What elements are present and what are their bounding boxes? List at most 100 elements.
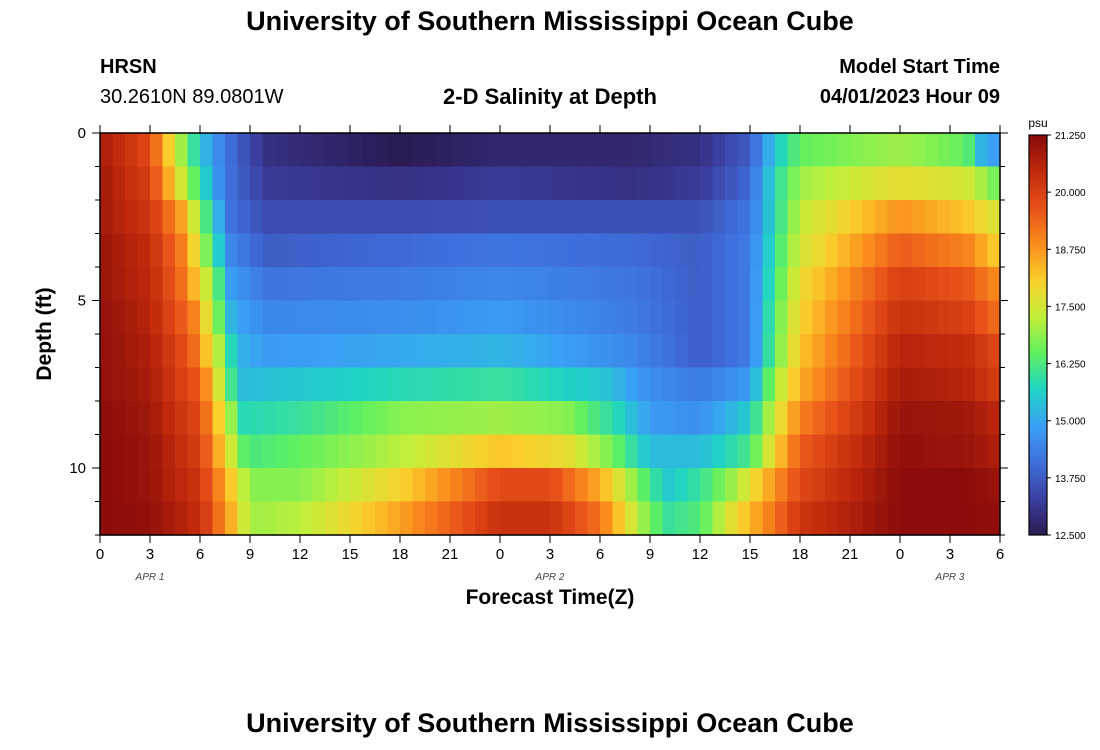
heatmap-cell (950, 367, 964, 402)
heatmap-cell (750, 468, 764, 503)
heatmap-cell (687, 401, 701, 436)
heatmap-cell (575, 233, 589, 268)
heatmap-cell (950, 300, 964, 335)
heatmap-cell (362, 133, 376, 168)
heatmap-cell (475, 233, 489, 268)
heatmap-cell (250, 200, 264, 235)
heatmap-cell (987, 468, 1001, 503)
heatmap-cell (362, 434, 376, 469)
heatmap-cell (887, 501, 901, 536)
heatmap-cell (637, 367, 651, 402)
heatmap-cell (925, 166, 939, 201)
heatmap-cell (512, 401, 526, 436)
heatmap-cell (187, 133, 201, 168)
heatmap-cell (200, 300, 214, 335)
heatmap-cell (762, 200, 776, 235)
heatmap-cell (125, 267, 139, 302)
heatmap-cell (712, 233, 726, 268)
heatmap-cell (775, 300, 789, 335)
heatmap-cell (825, 367, 839, 402)
heatmap-cell (275, 401, 289, 436)
heatmap-cell (987, 166, 1001, 201)
heatmap-cell (562, 267, 576, 302)
heatmap-cell (862, 434, 876, 469)
heatmap-cell (562, 401, 576, 436)
heatmap-cell (875, 300, 889, 335)
x-tick-label: 21 (442, 546, 459, 563)
colorbar-unit: psu (1028, 116, 1047, 130)
heatmap-cell (787, 468, 801, 503)
heatmap-cell (237, 434, 251, 469)
heatmap-cell (900, 300, 914, 335)
heatmap-cell (975, 401, 989, 436)
heatmap-cell (425, 233, 439, 268)
heatmap-cell (125, 401, 139, 436)
heatmap-cell (162, 501, 176, 536)
heatmap-cell (212, 434, 226, 469)
heatmap-cell (212, 334, 226, 369)
heatmap-cell (175, 434, 189, 469)
heatmap-cell (562, 300, 576, 335)
heatmap-cell (625, 200, 639, 235)
heatmap-cell (362, 233, 376, 268)
heatmap-cell (300, 166, 314, 201)
heatmap-cell (887, 200, 901, 235)
heatmap-cell (525, 267, 539, 302)
heatmap-cell (600, 367, 614, 402)
heatmap-cell (225, 267, 239, 302)
heatmap-cell (600, 434, 614, 469)
heatmap-cell (925, 300, 939, 335)
heatmap-cell (237, 166, 251, 201)
heatmap-cell (237, 367, 251, 402)
heatmap-cell (450, 166, 464, 201)
heatmap-cell (687, 133, 701, 168)
heatmap-cell (825, 200, 839, 235)
heatmap-cell (625, 367, 639, 402)
heatmap-cell (800, 401, 814, 436)
heatmap-cell (425, 334, 439, 369)
heatmap-cell (825, 267, 839, 302)
heatmap-cell (125, 501, 139, 536)
heatmap-cell (800, 468, 814, 503)
heatmap-cell (900, 468, 914, 503)
heatmap-cell (700, 401, 714, 436)
heatmap-cell (775, 367, 789, 402)
heatmap-cell (437, 200, 451, 235)
heatmap-cell (825, 401, 839, 436)
heatmap-cell (975, 233, 989, 268)
heatmap-cell (150, 401, 164, 436)
heatmap-cell (162, 300, 176, 335)
heatmap-cell (275, 233, 289, 268)
heatmap-cell (562, 501, 576, 536)
heatmap-cell (375, 267, 389, 302)
heatmap-cell (350, 468, 364, 503)
heatmap-cell (700, 434, 714, 469)
heatmap-cell (512, 434, 526, 469)
heatmap-cell (262, 334, 276, 369)
heatmap-cell (687, 434, 701, 469)
colorbar-tick-label: 21.250 (1055, 131, 1086, 142)
heatmap-cell (450, 133, 464, 168)
heatmap-cell (437, 367, 451, 402)
heatmap-cell (812, 334, 826, 369)
heatmap-cell (425, 300, 439, 335)
x-tick-label: 12 (692, 546, 709, 563)
heatmap-cell (125, 434, 139, 469)
heatmap-cell (237, 401, 251, 436)
heatmap-cell (737, 133, 751, 168)
heatmap-cell (762, 401, 776, 436)
heatmap-cell (525, 434, 539, 469)
heatmap-cell (825, 233, 839, 268)
heatmap-cell (175, 300, 189, 335)
heatmap-cell (737, 233, 751, 268)
heatmap-cell (150, 166, 164, 201)
heatmap-cell (287, 267, 301, 302)
heatmap-cell (275, 200, 289, 235)
heatmap-cell (487, 401, 501, 436)
heatmap-cell (387, 166, 401, 201)
heatmap-cell (400, 401, 414, 436)
heatmap-cell (775, 334, 789, 369)
heatmap-cell (200, 501, 214, 536)
heatmap-cell (850, 367, 864, 402)
heatmap-cell (712, 200, 726, 235)
